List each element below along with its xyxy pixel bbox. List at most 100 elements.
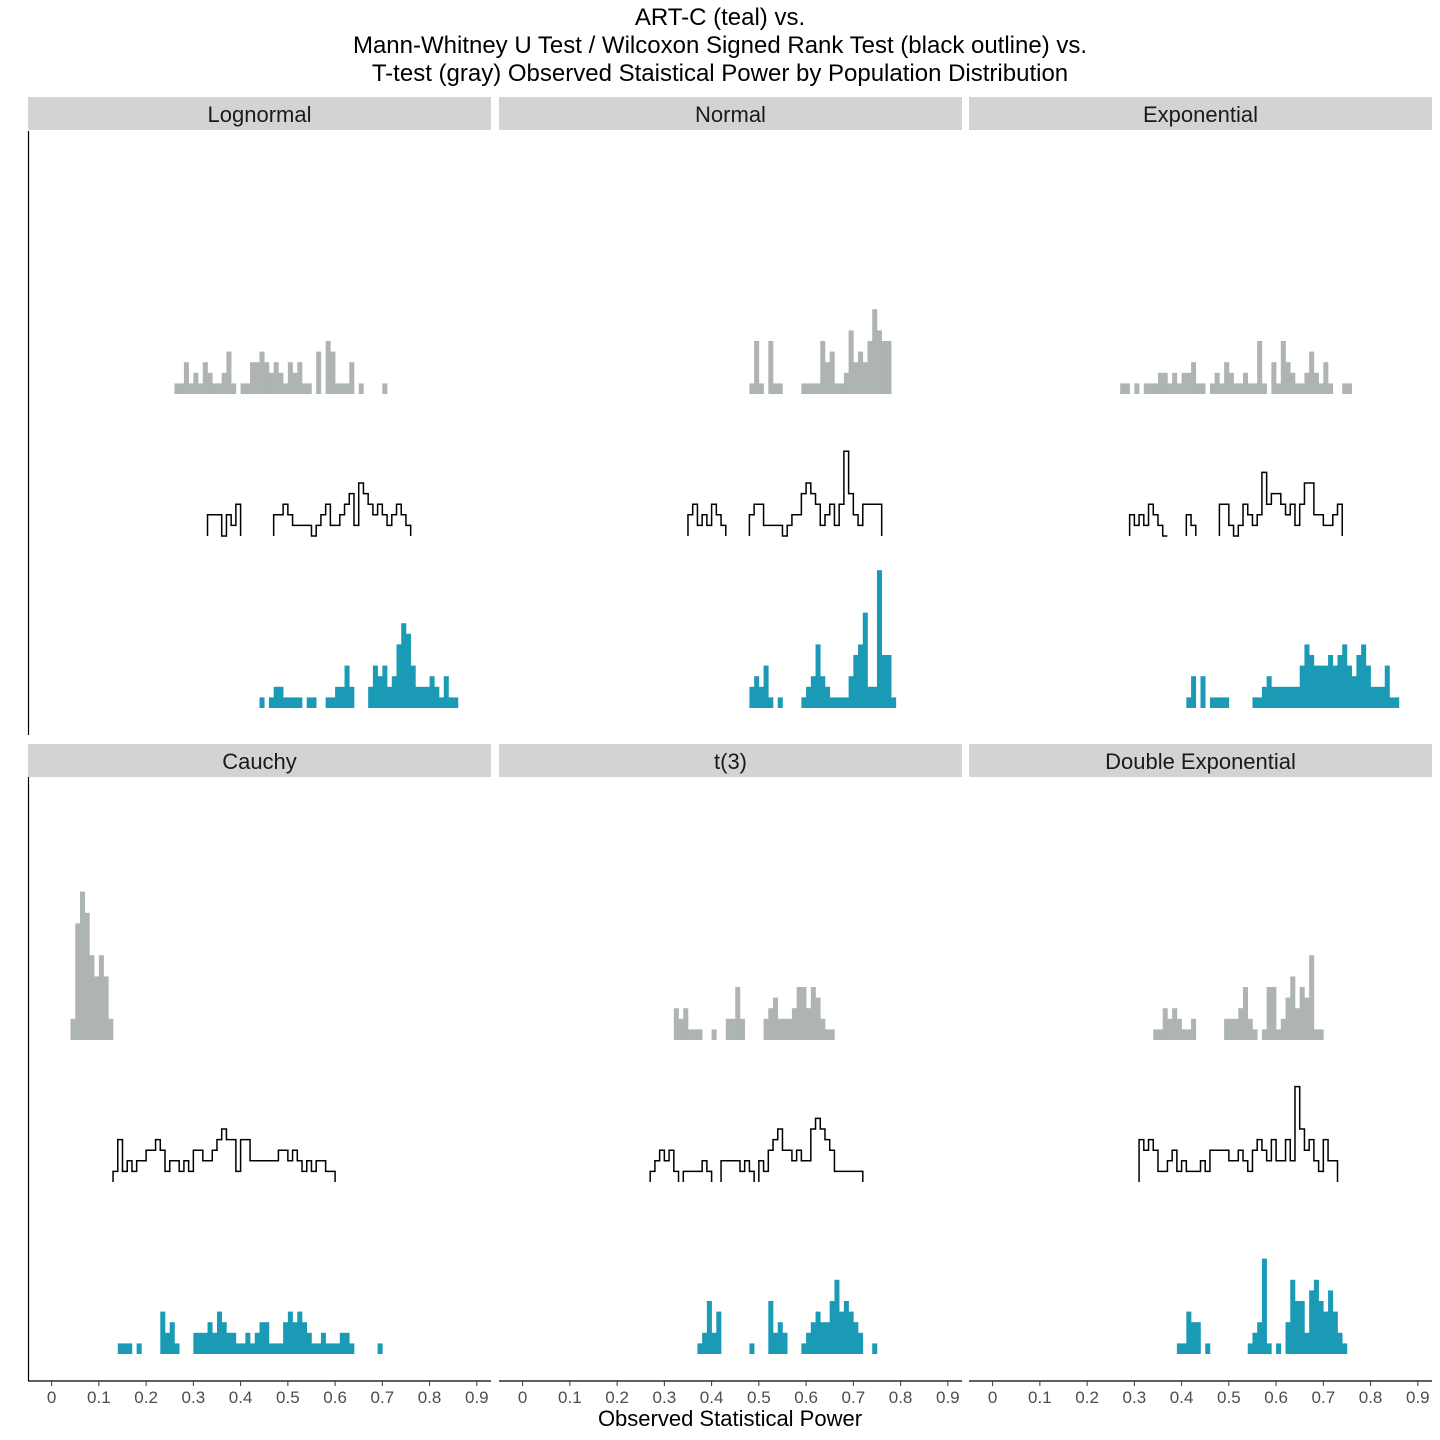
ttest-bar-cauchy-1 xyxy=(75,923,81,1040)
art-bar-cauchy-16 xyxy=(231,1332,237,1354)
art-bar-exponential-3 xyxy=(1200,676,1206,708)
art-bar-cauchy-30 xyxy=(297,1311,303,1354)
mwu-outline-cauchy xyxy=(112,1128,336,1182)
x-tick-label-double-exponential-3: 0.3 xyxy=(1123,1388,1147,1407)
ttest-bar-double-exponential-15 xyxy=(1252,1029,1258,1040)
ttest-bar-normal-10 xyxy=(815,383,821,394)
art-bar-t-3-16 xyxy=(829,1301,835,1354)
ttest-bar-double-exponential-8 xyxy=(1191,1018,1197,1040)
ttest-bar-double-exponential-13 xyxy=(1243,987,1249,1040)
art-bar-normal-26 xyxy=(891,697,897,708)
art-bar-cauchy-21 xyxy=(254,1332,260,1354)
art-bar-cauchy-36 xyxy=(325,1343,331,1354)
x-tick-label-cauchy-6: 0.6 xyxy=(323,1388,347,1407)
art-bar-t-3-12 xyxy=(810,1322,816,1354)
art-bar-t-3-18 xyxy=(839,1311,845,1354)
x-tick-label-cauchy-1: 0.1 xyxy=(87,1388,111,1407)
mwu-outline-normal xyxy=(687,450,883,537)
art-bar-lognormal-16 xyxy=(349,686,355,708)
ttest-bar-exponential-33 xyxy=(1294,383,1301,394)
art-bar-double-exponential-15 xyxy=(1299,1301,1305,1354)
title-line-1: ART-C (teal) vs. xyxy=(634,4,806,31)
ttest-bar-exponential-31 xyxy=(1285,362,1291,394)
ttest-bar-t-3-1 xyxy=(678,1018,684,1040)
ttest-bar-lognormal-19 xyxy=(264,362,270,394)
ttest-bar-lognormal-11 xyxy=(226,351,232,394)
ttest-bar-t-3-10 xyxy=(730,1018,736,1040)
art-bar-double-exponential-1 xyxy=(1181,1343,1187,1354)
ttest-bar-exponential-18 xyxy=(1219,383,1225,394)
art-bar-exponential-11 xyxy=(1261,686,1267,708)
art-bar-double-exponential-20 xyxy=(1323,1311,1329,1354)
ttest-bar-t-3-7 xyxy=(711,1029,717,1040)
art-bar-t-3-7 xyxy=(773,1332,779,1354)
ttest-bar-normal-18 xyxy=(853,362,859,394)
ttest-bar-double-exponential-26 xyxy=(1309,955,1315,1040)
art-bar-lognormal-5 xyxy=(287,697,293,708)
ttest-bar-t-3-5 xyxy=(697,1029,703,1040)
strip-lognormal xyxy=(28,97,491,130)
art-bar-exponential-19 xyxy=(1299,665,1305,708)
art-bar-cauchy-11 xyxy=(207,1322,213,1354)
ttest-bar-normal-25 xyxy=(886,341,892,394)
ttest-bar-double-exponential-2 xyxy=(1162,1008,1168,1040)
strip-t-3 xyxy=(499,744,962,777)
art-bar-lognormal-15 xyxy=(344,665,350,708)
art-bar-normal-17 xyxy=(848,676,854,708)
x-tick-label-t-3-1: 0.1 xyxy=(558,1388,582,1407)
ttest-bar-double-exponential-10 xyxy=(1228,1018,1234,1040)
ttest-bar-exponential-25 xyxy=(1252,383,1258,394)
panel-lognormal: Lognormal xyxy=(27,97,491,735)
ttest-bar-normal-20 xyxy=(862,362,868,394)
ttest-bar-lognormal-9 xyxy=(216,383,222,394)
ttest-bar-exponential-22 xyxy=(1238,383,1244,394)
ttest-bar-lognormal-12 xyxy=(231,383,237,394)
x-tick-label-double-exponential-2: 0.2 xyxy=(1075,1388,1099,1407)
art-bar-normal-15 xyxy=(839,697,845,708)
ttest-bar-double-exponential-20 xyxy=(1280,1018,1286,1040)
ttest-bar-normal-19 xyxy=(858,351,864,394)
ttest-bar-lognormal-3 xyxy=(188,383,194,394)
art-bar-double-exponential-5 xyxy=(1205,1343,1211,1354)
art-bar-exponential-6 xyxy=(1214,697,1220,708)
art-bar-cauchy-8 xyxy=(193,1332,199,1354)
x-axis-label: Observed Statistical Power xyxy=(597,1406,863,1431)
ttest-bar-lognormal-21 xyxy=(273,362,279,394)
ttest-bar-exponential-8 xyxy=(1167,383,1173,394)
ttest-bar-cauchy-7 xyxy=(103,976,109,1040)
art-bar-double-exponential-11 xyxy=(1276,1343,1282,1354)
art-bar-normal-16 xyxy=(843,697,849,708)
art-bar-cauchy-18 xyxy=(240,1343,246,1354)
art-bar-t-3-14 xyxy=(820,1322,826,1354)
x-tick-label-double-exponential-4: 0.4 xyxy=(1170,1388,1194,1407)
ttest-bar-lognormal-35 xyxy=(349,362,355,394)
ttest-bar-double-exponential-23 xyxy=(1294,1008,1301,1040)
art-bar-t-3-20 xyxy=(848,1311,854,1354)
ttest-bar-normal-21 xyxy=(867,341,873,394)
art-bar-exponential-14 xyxy=(1276,686,1282,708)
ttest-bar-lognormal-7 xyxy=(207,372,213,394)
art-bar-lognormal-25 xyxy=(405,633,411,708)
panel-cauchy: Cauchy 0 0.1 0.2 0.3 0.4 0.5 0.6 0.7 0.8 0.9 xyxy=(27,744,491,1407)
ttest-bar-exponential-5 xyxy=(1153,383,1159,394)
ttest-bar-lognormal-31 xyxy=(330,351,336,394)
art-bar-normal-8 xyxy=(806,686,812,708)
ttest-bar-cauchy-4 xyxy=(89,955,95,1040)
art-bar-lognormal-2 xyxy=(273,686,279,708)
ttest-bar-double-exponential-18 xyxy=(1271,987,1277,1040)
art-bar-t-3-11 xyxy=(806,1332,812,1354)
art-bar-t-3-8 xyxy=(777,1322,783,1354)
art-bar-normal-2 xyxy=(758,686,764,708)
art-bar-exponential-34 xyxy=(1370,686,1376,708)
art-bar-cauchy-37 xyxy=(330,1343,336,1354)
art-bar-cauchy-38 xyxy=(335,1343,341,1354)
art-bar-lognormal-32 xyxy=(439,697,445,708)
ttest-bar-double-exponential-22 xyxy=(1290,976,1296,1040)
ttest-bar-lognormal-16 xyxy=(250,362,256,394)
ttest-bar-t-3-21 xyxy=(801,987,807,1040)
ttest-bar-lognormal-23 xyxy=(283,383,289,394)
art-bar-lognormal-3 xyxy=(278,686,284,708)
x-tick-label-double-exponential-1: 0.1 xyxy=(1028,1388,1052,1407)
ttest-bar-cauchy-3 xyxy=(84,912,90,1040)
x-tick-label-cauchy-9: 0.9 xyxy=(465,1388,489,1407)
